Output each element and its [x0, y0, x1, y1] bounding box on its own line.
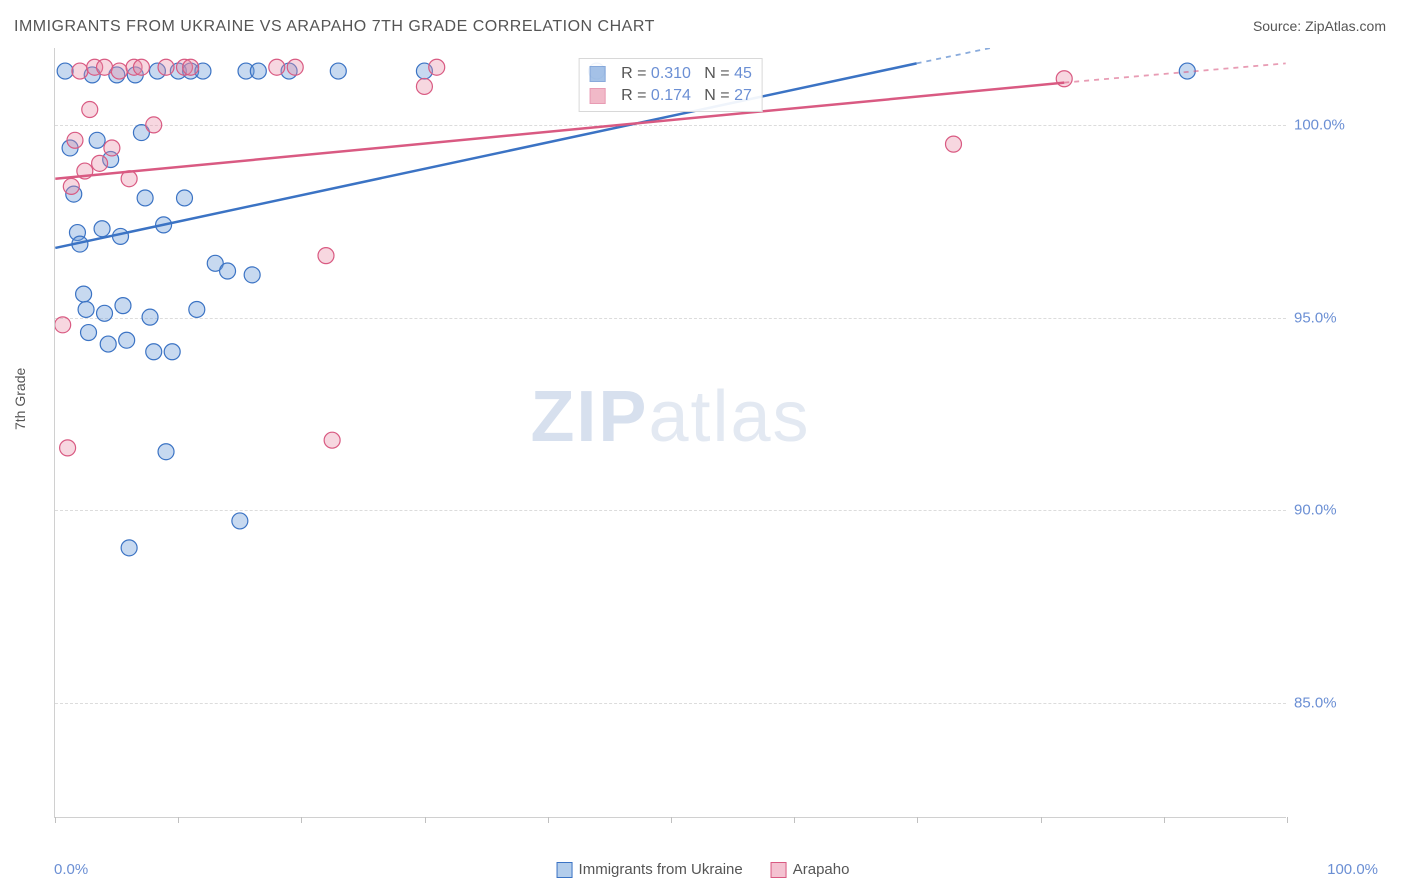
legend-swatch: [589, 66, 605, 82]
regression-line: [55, 63, 916, 248]
scatter-point: [57, 63, 73, 79]
x-tick: [1287, 817, 1288, 823]
scatter-point: [115, 298, 131, 314]
stat-text: R = 0.174 N = 27: [621, 87, 752, 105]
x-tick: [917, 817, 918, 823]
scatter-point: [55, 317, 71, 333]
y-tick-label: 85.0%: [1294, 694, 1384, 711]
scatter-point: [72, 63, 88, 79]
y-tick-label: 100.0%: [1294, 117, 1384, 134]
legend-item: Immigrants from Ukraine: [557, 861, 743, 878]
x-tick: [425, 817, 426, 823]
legend-label: Immigrants from Ukraine: [579, 861, 743, 878]
scatter-point: [82, 102, 98, 118]
scatter-point: [429, 59, 445, 75]
scatter-point: [330, 63, 346, 79]
scatter-point: [146, 344, 162, 360]
stat-row: R = 0.310 N = 45: [589, 63, 752, 85]
scatter-point: [133, 59, 149, 75]
scatter-point: [232, 513, 248, 529]
chart-svg: [55, 48, 1286, 817]
scatter-point: [104, 140, 120, 156]
scatter-point: [78, 301, 94, 317]
scatter-point: [81, 325, 97, 341]
x-tick: [548, 817, 549, 823]
x-tick: [1041, 817, 1042, 823]
scatter-point: [946, 136, 962, 152]
x-tick: [794, 817, 795, 823]
scatter-point: [137, 190, 153, 206]
scatter-point: [142, 309, 158, 325]
regression-line: [55, 83, 1064, 179]
stat-box: R = 0.310 N = 45 R = 0.174 N = 27: [578, 58, 763, 112]
x-tick: [55, 817, 56, 823]
scatter-point: [97, 59, 113, 75]
regression-line-dashed: [917, 48, 1286, 63]
scatter-point: [92, 155, 108, 171]
scatter-point: [158, 59, 174, 75]
scatter-point: [119, 332, 135, 348]
legend-label: Arapaho: [793, 861, 850, 878]
scatter-point: [164, 344, 180, 360]
regression-line-dashed: [1064, 63, 1285, 82]
legend-swatch: [557, 862, 573, 878]
scatter-point: [100, 336, 116, 352]
scatter-point: [287, 59, 303, 75]
scatter-point: [177, 190, 193, 206]
x-tick: [301, 817, 302, 823]
scatter-point: [220, 263, 236, 279]
y-axis-label: 7th Grade: [12, 368, 28, 430]
legend-swatch: [589, 88, 605, 104]
x-axis-max-label: 100.0%: [1327, 861, 1378, 878]
scatter-point: [189, 301, 205, 317]
scatter-point: [60, 440, 76, 456]
scatter-point: [250, 63, 266, 79]
scatter-point: [244, 267, 260, 283]
x-axis-min-label: 0.0%: [54, 861, 88, 878]
scatter-point: [67, 132, 83, 148]
stat-text: R = 0.310 N = 45: [621, 65, 752, 83]
plot-area: ZIPatlas R = 0.310 N = 45R = 0.174 N = 2…: [54, 48, 1286, 818]
scatter-point: [158, 444, 174, 460]
scatter-point: [121, 540, 137, 556]
scatter-point: [146, 117, 162, 133]
y-tick-label: 95.0%: [1294, 309, 1384, 326]
chart-title: IMMIGRANTS FROM UKRAINE VS ARAPAHO 7TH G…: [14, 18, 655, 36]
y-tick-label: 90.0%: [1294, 502, 1384, 519]
scatter-point: [416, 78, 432, 94]
x-tick: [178, 817, 179, 823]
source-label: Source: ZipAtlas.com: [1253, 18, 1386, 34]
scatter-point: [97, 305, 113, 321]
x-tick: [671, 817, 672, 823]
bottom-legend: Immigrants from Ukraine Arapaho: [557, 861, 850, 878]
scatter-point: [63, 178, 79, 194]
x-tick: [1164, 817, 1165, 823]
scatter-point: [111, 63, 127, 79]
scatter-point: [89, 132, 105, 148]
scatter-point: [324, 432, 340, 448]
scatter-point: [183, 59, 199, 75]
scatter-point: [76, 286, 92, 302]
scatter-point: [318, 248, 334, 264]
scatter-point: [94, 221, 110, 237]
legend-swatch: [771, 862, 787, 878]
legend-item: Arapaho: [771, 861, 850, 878]
scatter-point: [269, 59, 285, 75]
stat-row: R = 0.174 N = 27: [589, 85, 752, 107]
